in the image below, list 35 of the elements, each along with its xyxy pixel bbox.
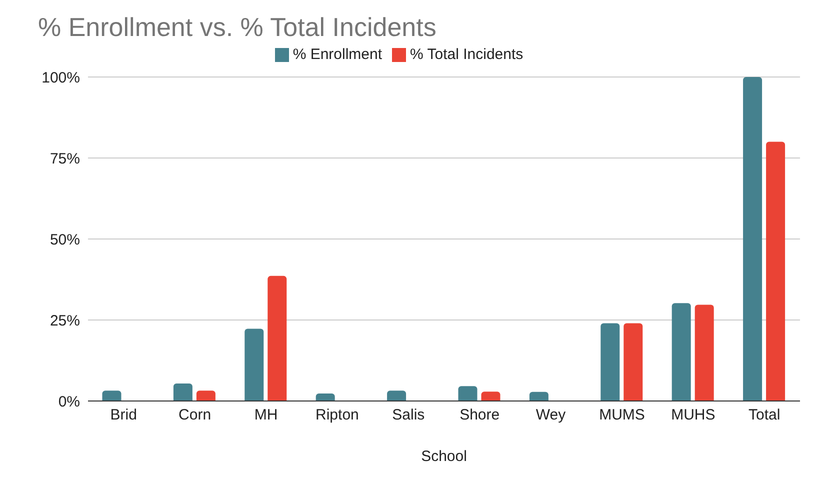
x-tick-label: Corn <box>178 406 212 424</box>
bar <box>268 276 287 401</box>
bar <box>766 142 786 401</box>
bar <box>387 390 406 401</box>
legend-label: % Total Incidents <box>410 46 524 63</box>
bar <box>316 394 335 401</box>
x-tick-label: MUHS <box>671 406 716 424</box>
bar <box>694 304 714 401</box>
bar <box>102 390 122 401</box>
y-tick-label: 75% <box>50 150 80 168</box>
x-tick-label: Salis <box>392 406 425 424</box>
x-tick-label: Wey <box>536 406 566 424</box>
bar <box>743 77 762 401</box>
x-tick-label: MUMS <box>599 406 645 424</box>
bar <box>672 303 691 401</box>
bar <box>624 323 643 401</box>
x-tick-label: Shore <box>460 406 500 424</box>
x-tick-label: Ripton <box>316 406 359 424</box>
bar <box>458 386 478 401</box>
y-tick-label: 25% <box>50 312 80 330</box>
bar <box>244 328 264 401</box>
y-tick-label: 0% <box>58 393 80 410</box>
x-axis-title: School <box>421 448 467 465</box>
bar <box>196 390 216 401</box>
x-tick-label: MH <box>254 406 278 424</box>
y-tick-label: 50% <box>50 231 80 248</box>
x-tick-label: Brid <box>110 406 137 424</box>
x-tick-label: Total <box>748 406 780 424</box>
legend-label: % Enrollment <box>292 46 382 63</box>
bar <box>529 392 548 401</box>
bar <box>173 384 192 401</box>
bar <box>600 323 620 401</box>
bar <box>481 392 500 401</box>
y-tick-label: 100% <box>42 69 80 86</box>
chart-title: % Enrollment vs. % Total Incidents <box>38 12 436 43</box>
